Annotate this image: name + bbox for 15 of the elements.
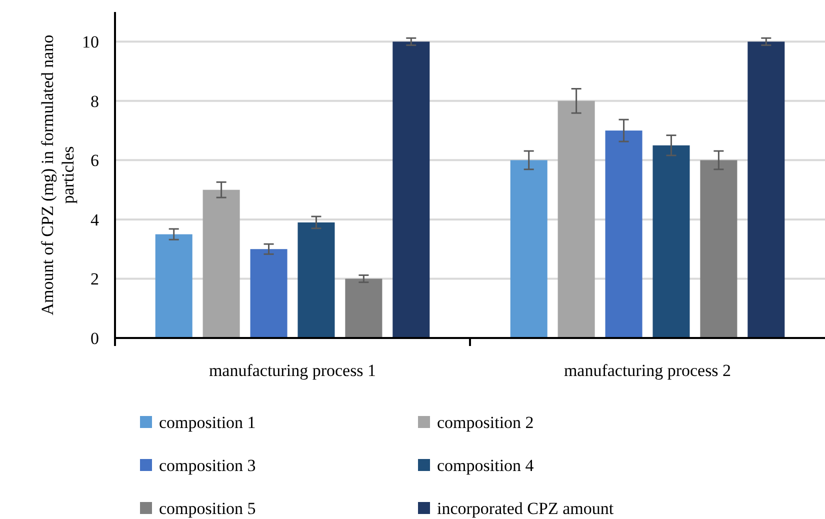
y-tick-label: 6 xyxy=(90,151,99,170)
legend-label: incorporated CPZ amount xyxy=(437,498,614,518)
legend-label: composition 3 xyxy=(159,456,256,475)
legend-label: composition 1 xyxy=(159,412,256,432)
x-tick-label: manufacturing process 2 xyxy=(564,361,732,380)
y-tick-label: 8 xyxy=(90,92,99,111)
y-tick-label: 4 xyxy=(90,210,100,230)
legend-label: composition 4 xyxy=(437,456,534,475)
legend-label: composition 2 xyxy=(437,412,534,432)
y-axis-title: Amount of CPZ (mg) in formulated nano particles xyxy=(38,34,78,316)
x-tick-label: manufacturing process 1 xyxy=(208,361,376,380)
y-tick-label: 10 xyxy=(82,32,99,52)
legend-label: composition 5 xyxy=(159,498,256,518)
y-tick-label: 0 xyxy=(90,328,99,348)
y-tick-label: 2 xyxy=(90,270,99,289)
